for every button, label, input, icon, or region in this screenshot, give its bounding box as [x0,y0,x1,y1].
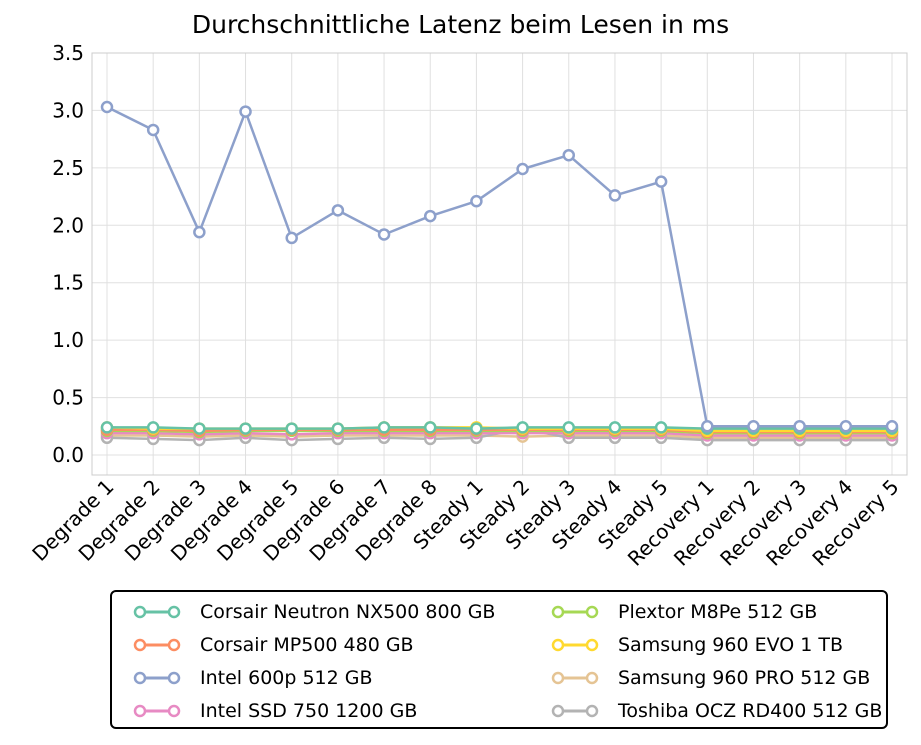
legend-item: Intel 600p 512 GB [130,663,373,693]
legend-swatch [133,671,181,685]
data-point [701,420,714,433]
series-line [107,431,892,437]
legend-label: Samsung 960 PRO 512 GB [618,667,871,689]
legend-label: Corsair Neutron NX500 800 GB [200,601,496,623]
data-point [747,420,760,433]
legend-item: Intel SSD 750 1200 GB [130,696,417,726]
legend-swatch [133,704,181,718]
legend: Corsair Neutron NX500 800 GB Corsair MP50… [110,590,888,729]
legend-swatch [551,671,599,685]
data-point [562,421,576,434]
data-point [239,105,252,118]
data-point [100,421,114,434]
legend-item: Corsair MP500 480 GB [130,630,414,660]
data-point [470,194,483,208]
plot-area [91,52,908,476]
data-point [100,100,114,114]
series-line [106,105,892,428]
y-tick-label: 3.0 [52,98,84,122]
data-point [193,225,206,239]
legend-item: Toshiba OCZ RD400 512 GB [548,696,882,726]
legend-label: Corsair MP500 480 GB [200,634,414,656]
data-point [423,209,437,223]
legend-label: Intel SSD 750 1200 GB [200,700,418,722]
data-point [516,162,529,176]
data-point [146,123,160,137]
data-point [331,422,345,435]
legend-swatch [133,638,181,652]
y-tick-label: 1.0 [52,328,84,352]
y-tick-label: 2.5 [52,156,84,180]
legend-swatch [551,605,599,619]
data-point [654,175,668,188]
y-axis: 0.0 0.5 1.0 1.5 2.0 2.5 3.0 3.5 [52,41,84,467]
series-line [107,434,892,440]
data-point [562,148,576,162]
legend-swatch [551,638,599,652]
y-tick-label: 2.0 [52,213,84,237]
data-point [377,228,391,241]
data-point [423,421,437,434]
data-point [331,204,345,217]
legend-item: Samsung 960 PRO 512 GB [548,663,870,693]
data-point [239,422,252,435]
data-point [793,420,806,433]
y-tick-label: 1.5 [52,271,84,295]
legend-item: Plextor M8Pe 512 GB [548,597,817,627]
chart-title: Durchschnittliche Latenz beim Lesen in m… [191,10,730,39]
data-point [193,422,206,435]
legend-label: Intel 600p 512 GB [200,667,373,689]
y-tick-label: 0.5 [52,386,84,410]
data-point [885,420,899,433]
gridlines [92,52,907,475]
legend-item: Corsair Neutron NX500 800 GB [130,597,495,627]
legend-swatch [551,704,599,718]
series-line [107,426,892,430]
data-point [470,422,483,435]
series-group [100,100,899,447]
data-point [516,421,529,434]
data-point [285,231,298,245]
legend-label: Samsung 960 EVO 1 TB [618,634,844,656]
legend-label: Toshiba OCZ RD400 512 GB [618,700,883,722]
data-point [377,421,391,434]
data-point [608,421,622,434]
line-chart: 0.0 0.5 1.0 1.5 2.0 2.5 3.0 3.5 Degrade 1Degrad… [27,41,908,571]
series-3 [100,100,899,433]
legend-label: Plextor M8Pe 512 GB [618,601,818,623]
data-point [146,421,160,434]
legend-item: Samsung 960 EVO 1 TB [548,630,843,660]
legend-swatch [133,605,181,619]
data-point [285,422,298,435]
y-tick-label: 0.0 [52,443,84,467]
data-point [839,420,853,433]
data-point [654,421,668,434]
y-tick-label: 3.5 [52,41,84,65]
data-point [608,189,622,202]
